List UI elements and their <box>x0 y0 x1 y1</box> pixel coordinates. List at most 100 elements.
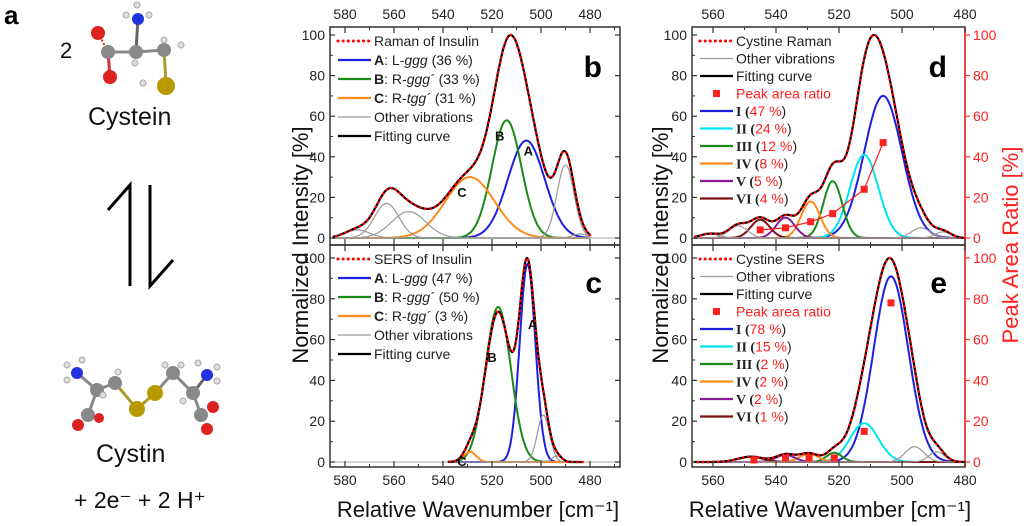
plot-area-c <box>330 256 620 464</box>
legend-item-data: Cystine Raman <box>698 33 832 49</box>
cystine-label: Cystin <box>96 440 166 468</box>
legend-label: VI (1 %) <box>736 409 789 426</box>
plot-area-e <box>692 256 965 464</box>
y2-tick-label: 20 <box>973 413 989 429</box>
panel-e: 0 0 20 20 40 40 60 60 80 80 100 100 560 540 520 500 480 e… <box>664 244 997 488</box>
y-tick-label: 0 <box>679 230 687 246</box>
y2-tick-label: 20 <box>973 189 989 205</box>
legend-label: II (24 %) <box>736 121 792 138</box>
x-tick-label: 540 <box>764 472 788 488</box>
legend-label: Fitting curve <box>736 68 812 84</box>
equilibrium-arrows-icon <box>106 181 175 290</box>
panel-a-reaction-scheme: a 2 Cystein <box>0 0 260 526</box>
legend-label: V (2 %) <box>736 391 783 408</box>
peak-area-ratio-marker <box>756 226 764 234</box>
peak-annotation-A: A <box>524 144 534 159</box>
y2-tick-label: 0 <box>973 230 981 246</box>
legend-label: IV (2 %) <box>736 374 788 391</box>
y-axis-title-left: Normalized Intensity [%] <box>288 126 313 363</box>
legend-label: Fitting curve <box>736 286 812 302</box>
x-tick-label: 520 <box>480 472 504 488</box>
legend-label: Other vibrations <box>374 109 473 125</box>
y2-tick-label: 80 <box>973 291 989 307</box>
legend-item-IV: IV (2 %) <box>700 374 788 391</box>
component-curve-other <box>447 414 583 463</box>
x-tick-label: 480 <box>953 472 977 488</box>
y-tick-label: 100 <box>302 27 326 43</box>
plot-area-b <box>330 33 620 239</box>
legend-item-I: I (78 %) <box>700 321 786 338</box>
legend-item-other: Other vibrations <box>700 51 835 67</box>
plot-frame <box>329 244 621 468</box>
legend-item-data: SERS of Insulin <box>336 251 472 267</box>
x-tick-label-top: 560 <box>701 6 725 22</box>
x-tick-label: 580 <box>333 472 357 488</box>
x-tick-label-top: 540 <box>764 6 788 22</box>
y-tick-label: 20 <box>309 413 325 429</box>
panel-label-b: b <box>584 51 602 84</box>
panel-c: A B C 0 20 40 60 80 100 580 560 540 520 500 480 c SERS o… <box>302 244 621 488</box>
cysteine-molecule-icon <box>91 1 185 95</box>
peak-area-ratio-marker <box>887 299 895 307</box>
legend-item-II: II (15 %) <box>700 339 792 356</box>
x-axis-title-left: Relative Wavenumber [cm⁻¹] <box>337 497 619 522</box>
reaction-products-extra: + 2e⁻ + 2 H⁺ <box>74 487 206 513</box>
y2-tick-label: 40 <box>973 372 989 388</box>
legend-label: Raman of Insulin <box>374 33 479 49</box>
y-axis-title-right-panels: Normalized Intensity [%] <box>648 126 673 363</box>
component-curve-C <box>447 450 583 463</box>
x-tick-label: 500 <box>529 472 553 488</box>
y-tick-label: 100 <box>302 250 326 266</box>
y-tick-label: 40 <box>309 372 325 388</box>
legend-item-fit: Fitting curve <box>700 286 812 302</box>
peak-annotation-A: A <box>528 317 538 332</box>
panel-label-a: a <box>4 0 19 30</box>
legend-label: Fitting curve <box>374 128 450 144</box>
legend-label: II (15 %) <box>736 339 792 356</box>
legend-item-other: Other vibrations <box>338 109 473 125</box>
y-tick-label: 60 <box>671 108 687 124</box>
legend-item-B: B: R-ggg´ (50 %) <box>338 289 480 305</box>
x-tick-label: 480 <box>578 472 602 488</box>
legend-label: III (12 %) <box>736 138 797 155</box>
legend-label: V (5 %) <box>736 173 783 190</box>
peak-area-ratio-marker <box>860 427 868 435</box>
legend-item-C: C: R-tgg´ (3 %) <box>338 308 468 324</box>
legend-label: Cystine SERS <box>736 251 825 267</box>
y2-tick-label: 80 <box>973 68 989 84</box>
x-tick-label-top: 500 <box>529 6 553 22</box>
x-tick-label-top: 480 <box>578 6 602 22</box>
x-tick-label: 560 <box>701 472 725 488</box>
component-curve-other <box>332 233 591 239</box>
panel-b: A B C 0 20 40 60 80 100 580 560 540 520 500 480 b Raman … <box>302 6 621 246</box>
legend-label: I (78 %) <box>736 321 786 338</box>
legend-label: C: R-tgg´ (3 %) <box>374 308 468 324</box>
peak-area-ratio-marker <box>830 454 838 462</box>
x-tick-label-top: 540 <box>431 6 455 22</box>
y-tick-label: 80 <box>671 68 687 84</box>
legend-item-fit: Fitting curve <box>700 68 812 84</box>
component-curve-IV <box>694 200 965 239</box>
y-tick-label: 100 <box>664 27 688 43</box>
y2-tick-label: 40 <box>973 149 989 165</box>
legend-label: C: R-tgg´ (31 %) <box>374 90 476 106</box>
legend-item-IV: IV (8 %) <box>700 156 788 173</box>
legend-label: Other vibrations <box>736 269 835 285</box>
panel-label-d: d <box>929 51 947 84</box>
legend-label: VI (4 %) <box>736 191 789 208</box>
x-tick-label-top: 480 <box>953 6 977 22</box>
cystine-molecule-icon <box>63 356 221 435</box>
legend-label: B: R-ggg´ (33 %) <box>374 71 480 87</box>
y-tick-label: 20 <box>309 189 325 205</box>
y2-tick-label: 60 <box>973 108 989 124</box>
x-tick-label: 540 <box>431 472 455 488</box>
panel-label-c: c <box>585 267 602 300</box>
legend-item-other: Other vibrations <box>338 327 473 343</box>
legend-item-B: B: R-ggg´ (33 %) <box>338 71 480 87</box>
y-tick-label: 60 <box>671 332 687 348</box>
legend-item-II: II (24 %) <box>700 121 792 138</box>
legend-item-III: III (2 %) <box>700 356 789 373</box>
peak-area-ratio-marker <box>750 456 758 464</box>
y-tick-label: 20 <box>671 413 687 429</box>
